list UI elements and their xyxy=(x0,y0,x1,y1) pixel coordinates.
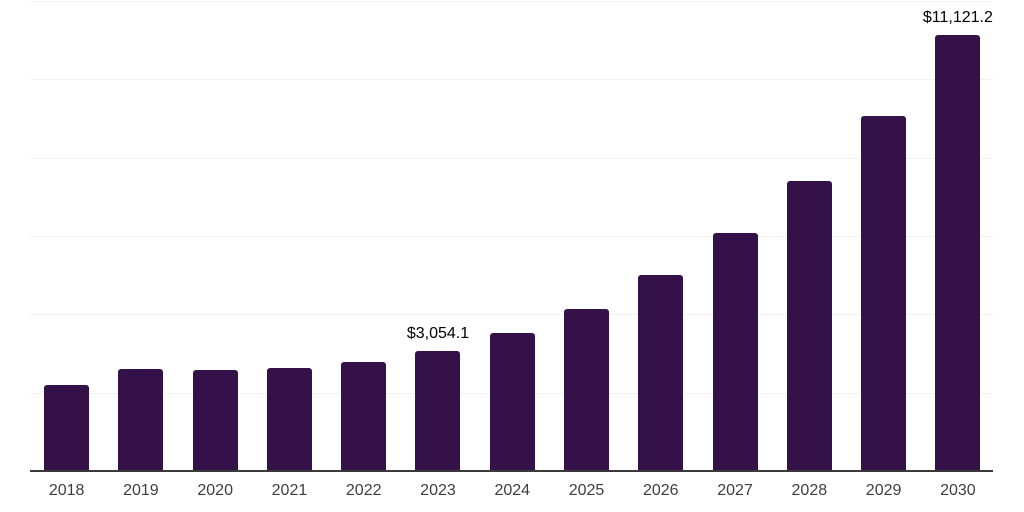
bar-2026 xyxy=(638,274,684,471)
bar-2019 xyxy=(118,368,164,471)
x-tick-2020: 2020 xyxy=(197,482,233,499)
x-tick-2030: 2030 xyxy=(940,482,976,499)
x-tick-2023: 2023 xyxy=(420,482,456,499)
bar-2028 xyxy=(786,181,832,471)
bar-2029 xyxy=(861,116,907,471)
bar-2023 xyxy=(415,351,461,471)
x-tick-2029: 2029 xyxy=(865,482,902,499)
bar-2021 xyxy=(266,367,312,471)
bar-2027 xyxy=(712,233,758,471)
bar-2030 xyxy=(935,35,981,471)
x-tick-2022: 2022 xyxy=(345,482,382,499)
value-label-2030: $11,121.2 xyxy=(922,9,993,27)
x-tick-2019: 2019 xyxy=(123,482,159,499)
value-label-2023: $3,054.1 xyxy=(406,325,470,343)
x-tick-2018: 2018 xyxy=(48,482,85,499)
gridline-8000 xyxy=(30,157,993,159)
x-tick-2028: 2028 xyxy=(791,482,828,499)
bar-2024 xyxy=(489,333,535,471)
x-tick-2027: 2027 xyxy=(717,482,753,499)
x-tick-2021: 2021 xyxy=(271,482,308,499)
bar-2018 xyxy=(44,385,90,471)
x-axis-line xyxy=(30,470,993,472)
x-tick-2024: 2024 xyxy=(494,482,531,499)
gridline-12000 xyxy=(30,1,993,2)
bar-2020 xyxy=(192,370,238,471)
bar-2022 xyxy=(341,361,387,471)
gridline-4000 xyxy=(30,314,993,316)
gridline-10000 xyxy=(30,79,993,81)
gridline-6000 xyxy=(30,236,993,237)
bar-2025 xyxy=(564,308,610,471)
x-tick-2026: 2026 xyxy=(642,482,679,499)
x-tick-2025: 2025 xyxy=(568,482,605,499)
